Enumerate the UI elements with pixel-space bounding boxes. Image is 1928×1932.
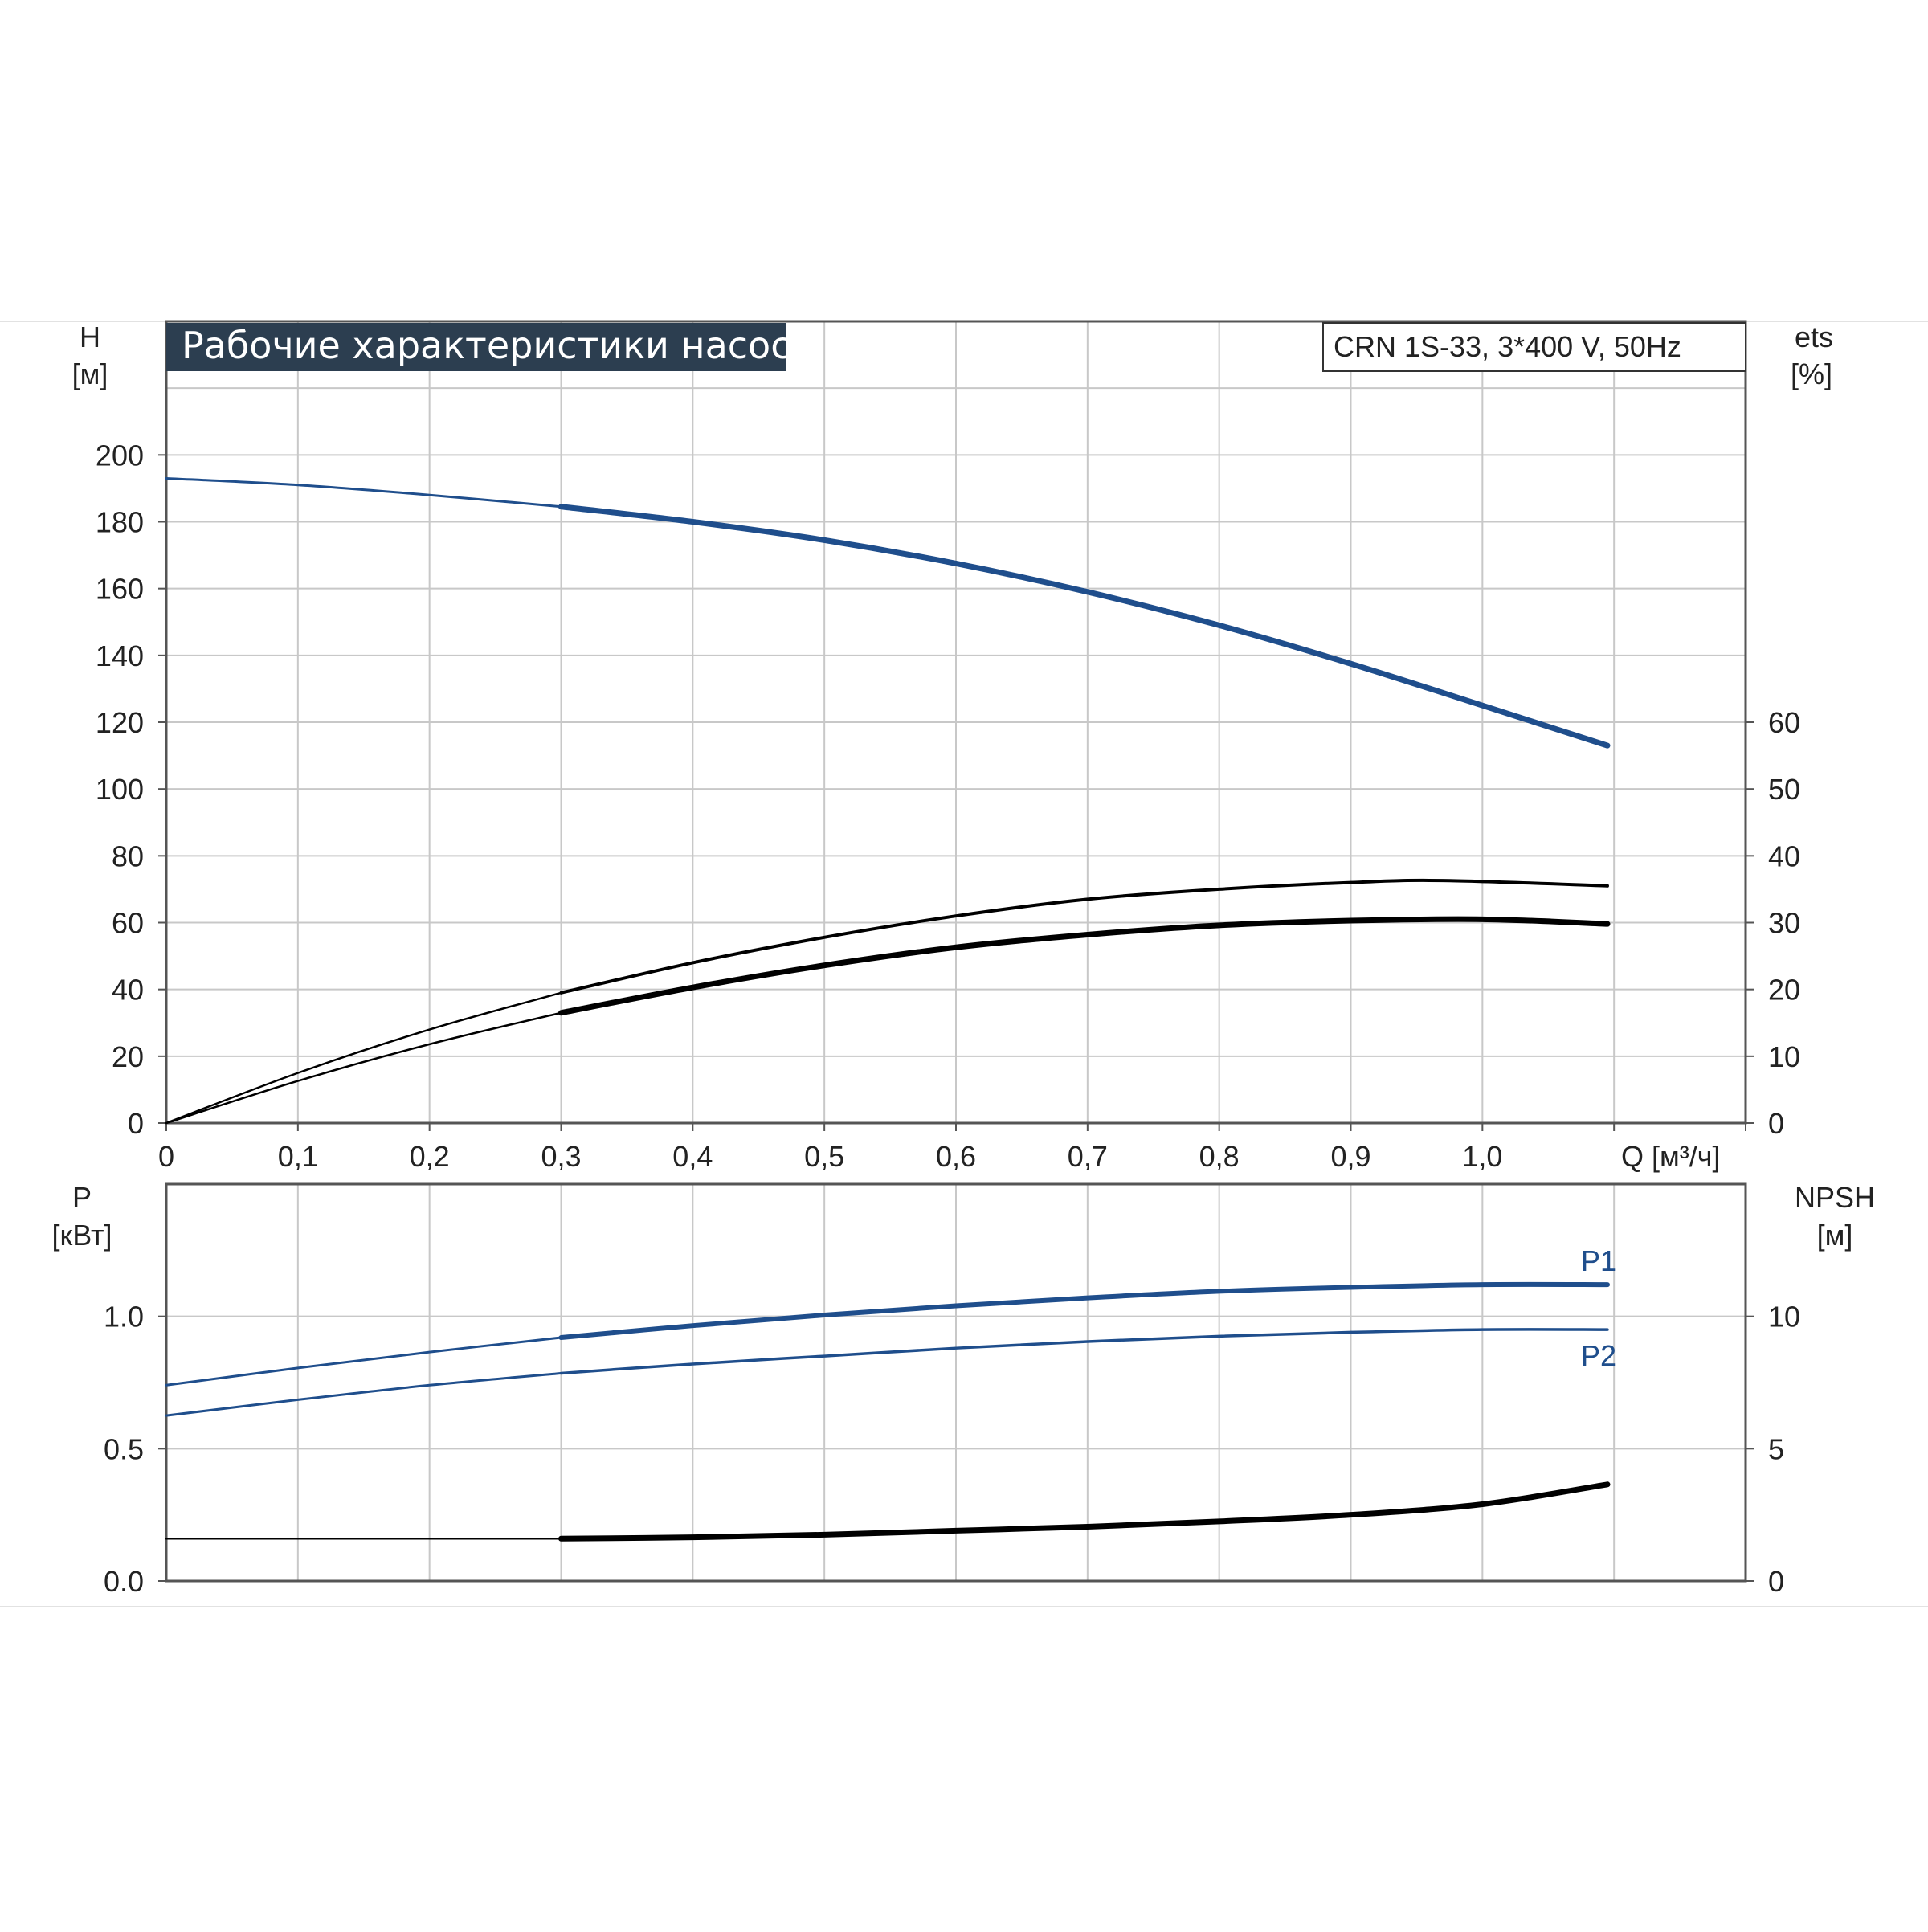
x-tick-label: 0: [158, 1140, 174, 1173]
y-left-title-h: H: [80, 321, 100, 353]
series-p1-line-thin: [165, 1336, 562, 1387]
series-head-line: [558, 504, 1611, 749]
y-right-tick-label: 10: [1768, 1301, 1800, 1334]
y-left-tick-label: 40: [112, 974, 144, 1007]
series-head-line-thin: [165, 476, 562, 509]
x-tick-label: 0,7: [1068, 1140, 1108, 1173]
x-tick-label: 0,6: [936, 1140, 976, 1173]
y-left-tick-label: 100: [96, 773, 144, 806]
top-series: [165, 476, 1611, 1125]
y-left-tick-label: 20: [112, 1040, 144, 1073]
y-left-tick-label: 200: [96, 439, 144, 472]
y-left-tick-label: 0: [128, 1107, 144, 1140]
y-right-title-npsh: NPSH: [1795, 1181, 1875, 1214]
series-eff-thin-line: [559, 878, 1609, 995]
bottom-ticks: 0.0 0.5 1.0 0 5 10: [104, 1301, 1800, 1598]
y-right-tick-label: 5: [1768, 1432, 1784, 1465]
y-left-title-p: P: [72, 1181, 92, 1214]
y-right-tick-label: 40: [1768, 839, 1800, 872]
pump-model-label: CRN 1S-33, 3*400 V, 50Hz: [1334, 330, 1681, 363]
y-left-unit-kw: [кВт]: [51, 1219, 112, 1252]
x-tick-label: 0,5: [804, 1140, 844, 1173]
y-right-tick-label: 0: [1768, 1565, 1784, 1598]
series-p2-line: [559, 1328, 1609, 1375]
y-right-tick-label: 0: [1768, 1107, 1784, 1140]
y-left-tick-label: 80: [112, 839, 144, 872]
y-right-unit-m: [м]: [1817, 1219, 1853, 1252]
y-right-tick-label: 10: [1768, 1040, 1800, 1073]
x-tick-label: 0,9: [1330, 1140, 1370, 1173]
model-box: [1322, 322, 1746, 372]
x-tick-label: 0,3: [541, 1140, 581, 1173]
y-left-tick-label: 60: [112, 907, 144, 940]
y-left-tick-label: 0.0: [104, 1565, 144, 1598]
series-p2-line-thin: [165, 1371, 562, 1417]
x-tick-label: 1,0: [1462, 1140, 1502, 1173]
y-right-tick-label: 30: [1768, 907, 1800, 940]
title-box: [166, 323, 786, 371]
y-left-unit-m: [м]: [72, 357, 108, 390]
x-tick-label: 0,1: [278, 1140, 318, 1173]
bottom-grid: [166, 1184, 1746, 1581]
bottom-plot-frame: [165, 1182, 1747, 1583]
p1-series-label: P1: [1581, 1244, 1616, 1277]
p2-series-label: P2: [1581, 1339, 1616, 1372]
y-left-tick-label: 120: [96, 706, 144, 739]
x-axis-label: Q [м³/ч]: [1621, 1140, 1721, 1173]
y-left-tick-label: 140: [96, 639, 144, 672]
y-left-tick-label: 180: [96, 506, 144, 539]
y-left-tick-label: 160: [96, 573, 144, 606]
y-right-tick-label: 50: [1768, 773, 1800, 806]
series-eff-thin-line-thin: [165, 991, 562, 1125]
top-grid: [165, 321, 1746, 1123]
y-left-tick-label: 1.0: [104, 1301, 144, 1334]
bottom-series: [165, 1281, 1611, 1542]
x-tick-label: 0,2: [410, 1140, 450, 1173]
x-tick-label: 0,4: [672, 1140, 713, 1173]
y-right-tick-label: 20: [1768, 974, 1800, 1007]
x-tick-label: 0,8: [1199, 1140, 1240, 1173]
top-ticks: 0 0,1 0,2 0,3 0,4 0,5 0,6 0,7 0,8 0,9 1,0 0 20 40 60 80…: [96, 439, 1800, 1173]
series-eff-thick-line-thin: [165, 1011, 562, 1125]
series-npsh-line: [558, 1481, 1611, 1542]
series-eff-thick-line: [558, 916, 1611, 1016]
series-p1-line: [558, 1281, 1610, 1341]
y-right-tick-label: 60: [1768, 706, 1800, 739]
y-left-tick-label: 0.5: [104, 1432, 144, 1465]
chart-title: Рабочие характеристики насоса: [182, 324, 814, 367]
y-right-title-ets: ets: [1795, 321, 1833, 353]
y-right-unit-percent: [%]: [1791, 357, 1832, 390]
